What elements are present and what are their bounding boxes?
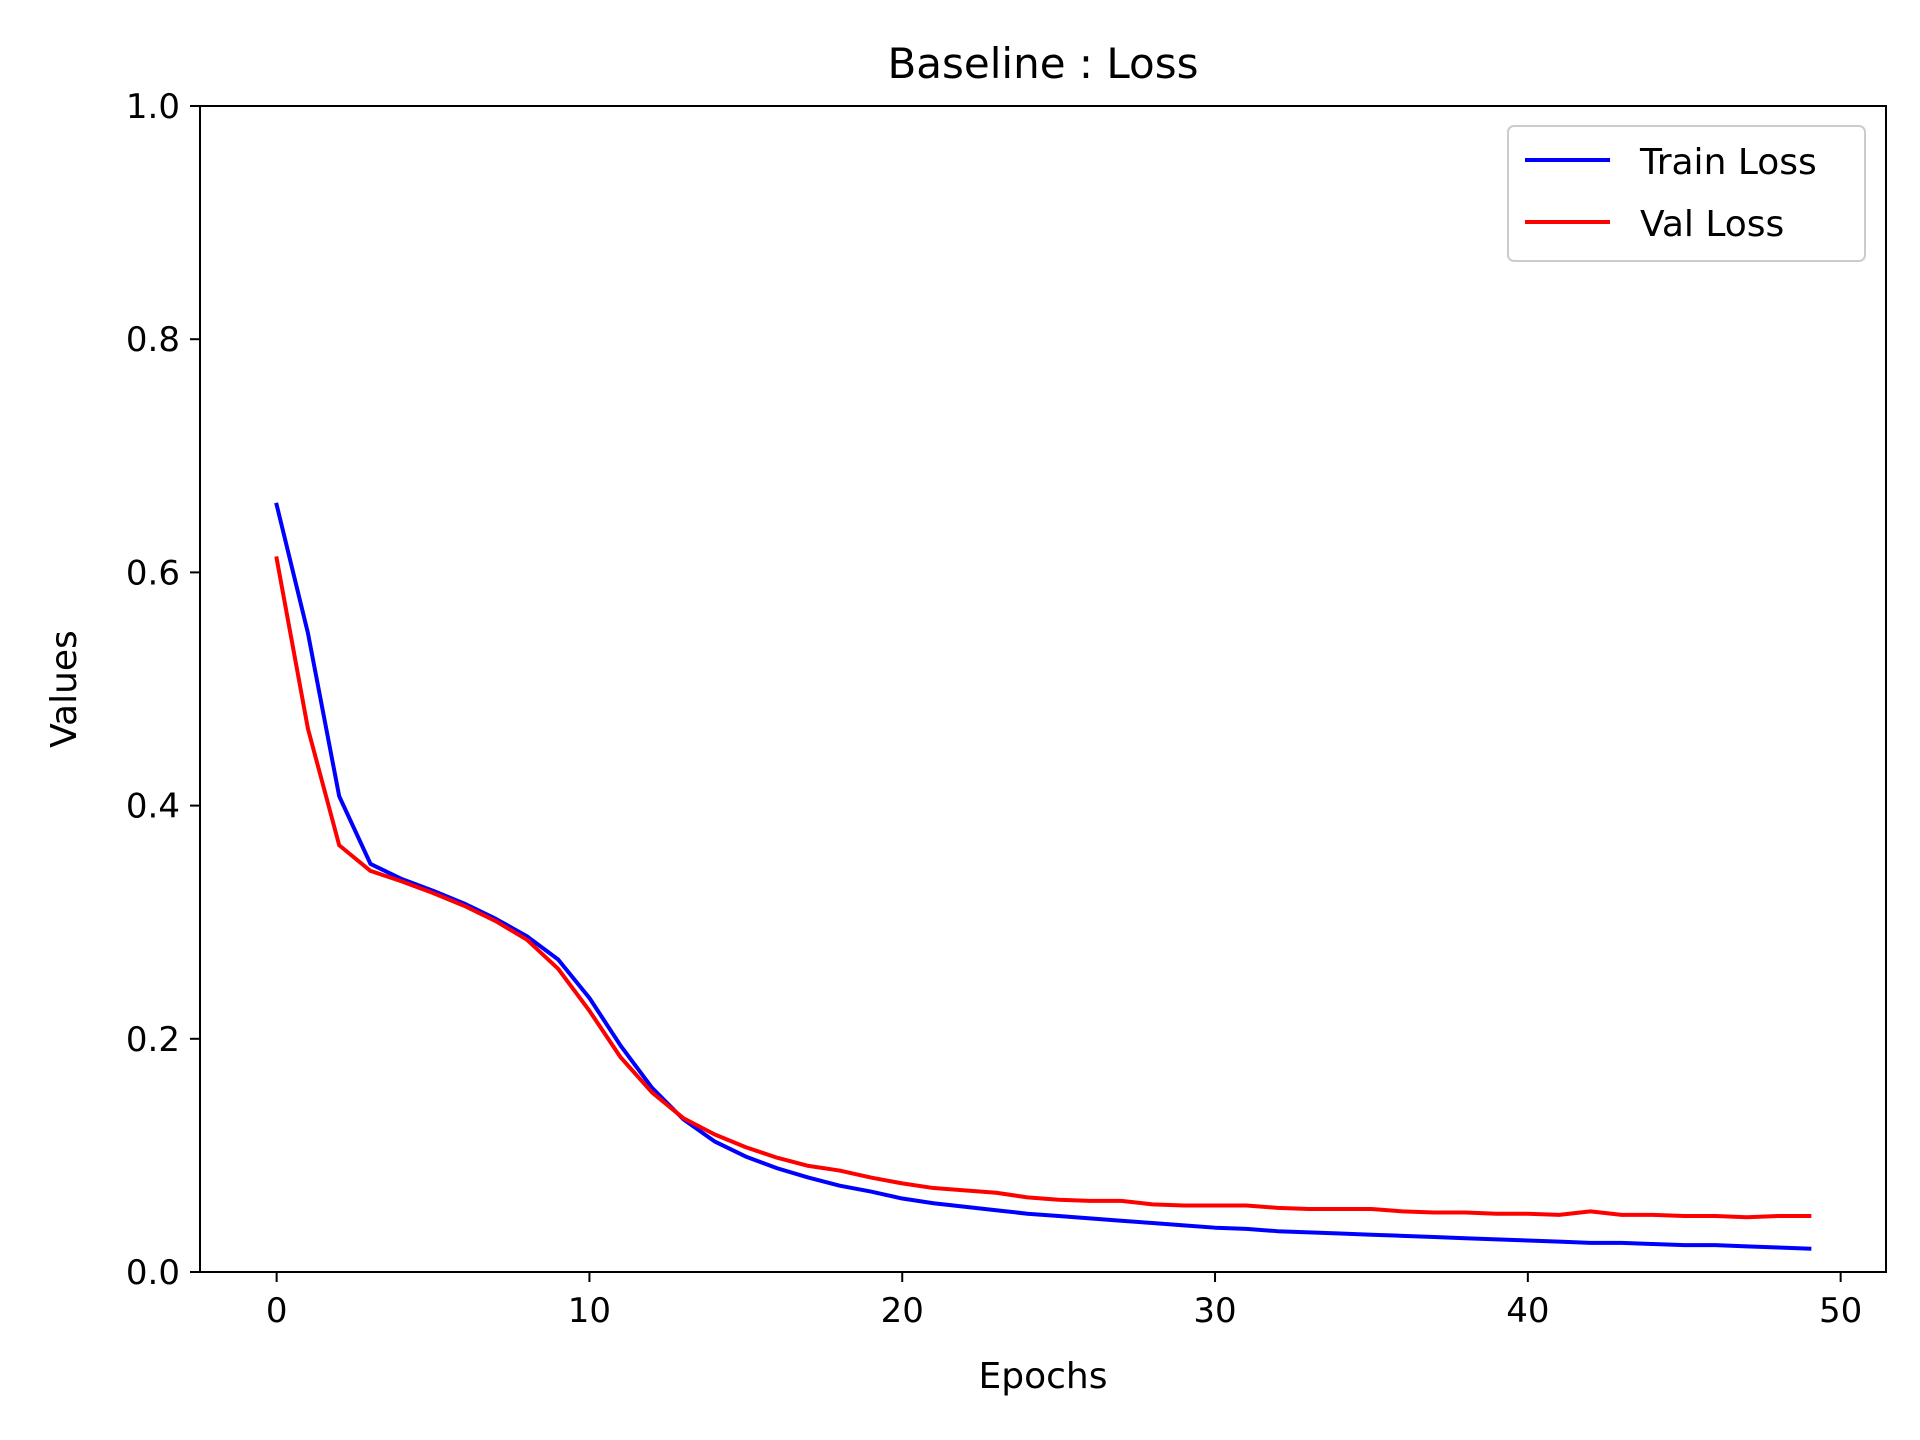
chart-title: Baseline : Loss xyxy=(887,39,1198,88)
plot-background xyxy=(200,106,1886,1272)
x-axis-label: Epochs xyxy=(979,1356,1108,1397)
y-tick-label: 0.8 xyxy=(126,320,180,360)
series-line-val-loss xyxy=(274,556,1812,1220)
x-tick-label: 10 xyxy=(568,1291,611,1331)
x-tick-label: 20 xyxy=(881,1291,924,1331)
plot-area xyxy=(200,106,1886,1272)
series-line-train-loss xyxy=(274,502,1812,1251)
legend: Train Loss Val Loss xyxy=(1507,125,1866,262)
y-axis-ticks: 0.0 0.2 0.4 0.6 0.8 1.0 xyxy=(126,87,200,1293)
x-tick-label: 50 xyxy=(1819,1291,1862,1331)
plot-frame xyxy=(199,105,1887,1273)
y-tick-label: 0.2 xyxy=(126,1020,180,1060)
y-axis-label: Values xyxy=(44,630,85,748)
y-tick-label: 0.6 xyxy=(126,553,180,593)
x-tick-label: 40 xyxy=(1506,1291,1549,1331)
legend-label-val-loss: Val Loss xyxy=(1640,204,1784,245)
y-tick-label: 0.4 xyxy=(126,787,180,827)
y-tick-label: 1.0 xyxy=(126,87,180,127)
x-axis-ticks: 0 10 20 30 40 50 xyxy=(266,1272,1862,1331)
x-tick-label: 30 xyxy=(1193,1291,1236,1331)
y-tick-label: 0.0 xyxy=(126,1253,180,1293)
series-group xyxy=(274,502,1812,1251)
legend-label-train-loss: Train Loss xyxy=(1639,142,1817,183)
x-tick-label: 0 xyxy=(266,1291,288,1331)
